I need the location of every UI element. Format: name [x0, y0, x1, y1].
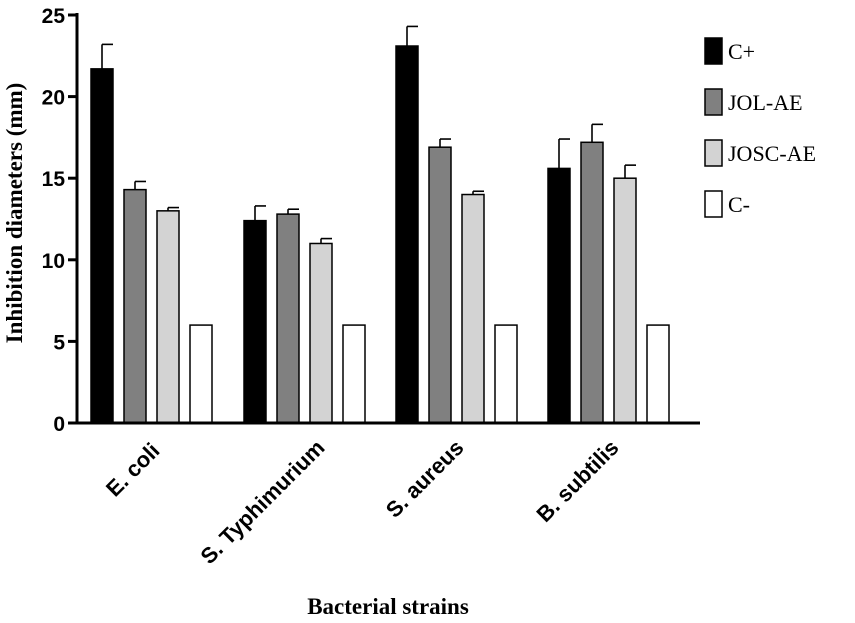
legend-label-c-minus: C-	[728, 192, 750, 217]
bar-group-s-aureus	[395, 25, 518, 424]
bar-group-e-coli	[90, 43, 213, 424]
category-label-e-coli: E. coli	[101, 438, 164, 501]
category-label-s-aureus: S. aureus	[381, 435, 469, 523]
bar-jol-ae-e-coli	[123, 188, 147, 424]
bar-c-plus-e-coli	[90, 68, 114, 424]
y-tick-label: 20	[42, 87, 65, 110]
bar-c-minus-s-aureus	[494, 324, 518, 424]
category-label-s-typhimurium: S. Typhimurium	[195, 435, 329, 569]
legend-swatch-jol-ae	[704, 88, 723, 116]
bar-josc-ae-s-aureus	[461, 193, 485, 424]
bar-josc-ae-e-coli	[156, 210, 180, 424]
y-tick-label: 5	[53, 331, 65, 354]
bar-c-plus-s-aureus	[395, 45, 419, 424]
bars-layer	[90, 25, 670, 424]
bar-group-s-typhimurium	[243, 205, 366, 424]
bar-group-b-subtilis	[547, 123, 670, 424]
legend-item-josc-ae: JOSC-AE	[704, 139, 816, 167]
y-tick-label: 25	[42, 5, 66, 28]
y-ticks: 0 5 10 15 20 25	[42, 5, 77, 436]
bar-jol-ae-s-typhimurium	[276, 213, 300, 424]
bar-jol-ae-b-subtilis	[580, 141, 604, 424]
legend-swatch-c-minus	[704, 190, 723, 218]
bar-josc-ae-b-subtilis	[613, 177, 637, 424]
bar-c-plus-b-subtilis	[547, 167, 571, 424]
y-tick-label: 10	[42, 250, 65, 273]
category-labels: E. coli S. Typhimurium S. aureus B. subtili…	[101, 435, 623, 569]
bar-c-minus-b-subtilis	[646, 324, 670, 424]
y-tick-label: 0	[53, 413, 65, 436]
legend-swatch-josc-ae	[704, 139, 723, 167]
legend-label-c-plus: C+	[728, 39, 755, 64]
bar-c-plus-s-typhimurium	[243, 219, 267, 424]
axes-layer	[75, 13, 700, 425]
legend: C+ JOL-AE JOSC-AE C-	[704, 37, 816, 218]
category-label-b-subtilis: B. subtilis	[532, 435, 624, 527]
legend-swatch-c-plus	[704, 37, 723, 65]
y-axis-title: Inhibition diameters (mm)	[2, 83, 27, 344]
legend-item-c-minus: C-	[704, 190, 750, 218]
bar-josc-ae-s-typhimurium	[309, 242, 333, 424]
x-axis-title: Bacterial strains	[307, 594, 469, 619]
y-tick-label: 15	[42, 168, 66, 191]
legend-label-josc-ae: JOSC-AE	[728, 141, 816, 166]
bar-c-minus-e-coli	[189, 324, 213, 424]
legend-label-jol-ae: JOL-AE	[728, 90, 803, 115]
legend-item-jol-ae: JOL-AE	[704, 88, 803, 116]
bar-c-minus-s-typhimurium	[342, 324, 366, 424]
legend-item-c-plus: C+	[704, 37, 755, 65]
bar-jol-ae-s-aureus	[428, 146, 452, 424]
